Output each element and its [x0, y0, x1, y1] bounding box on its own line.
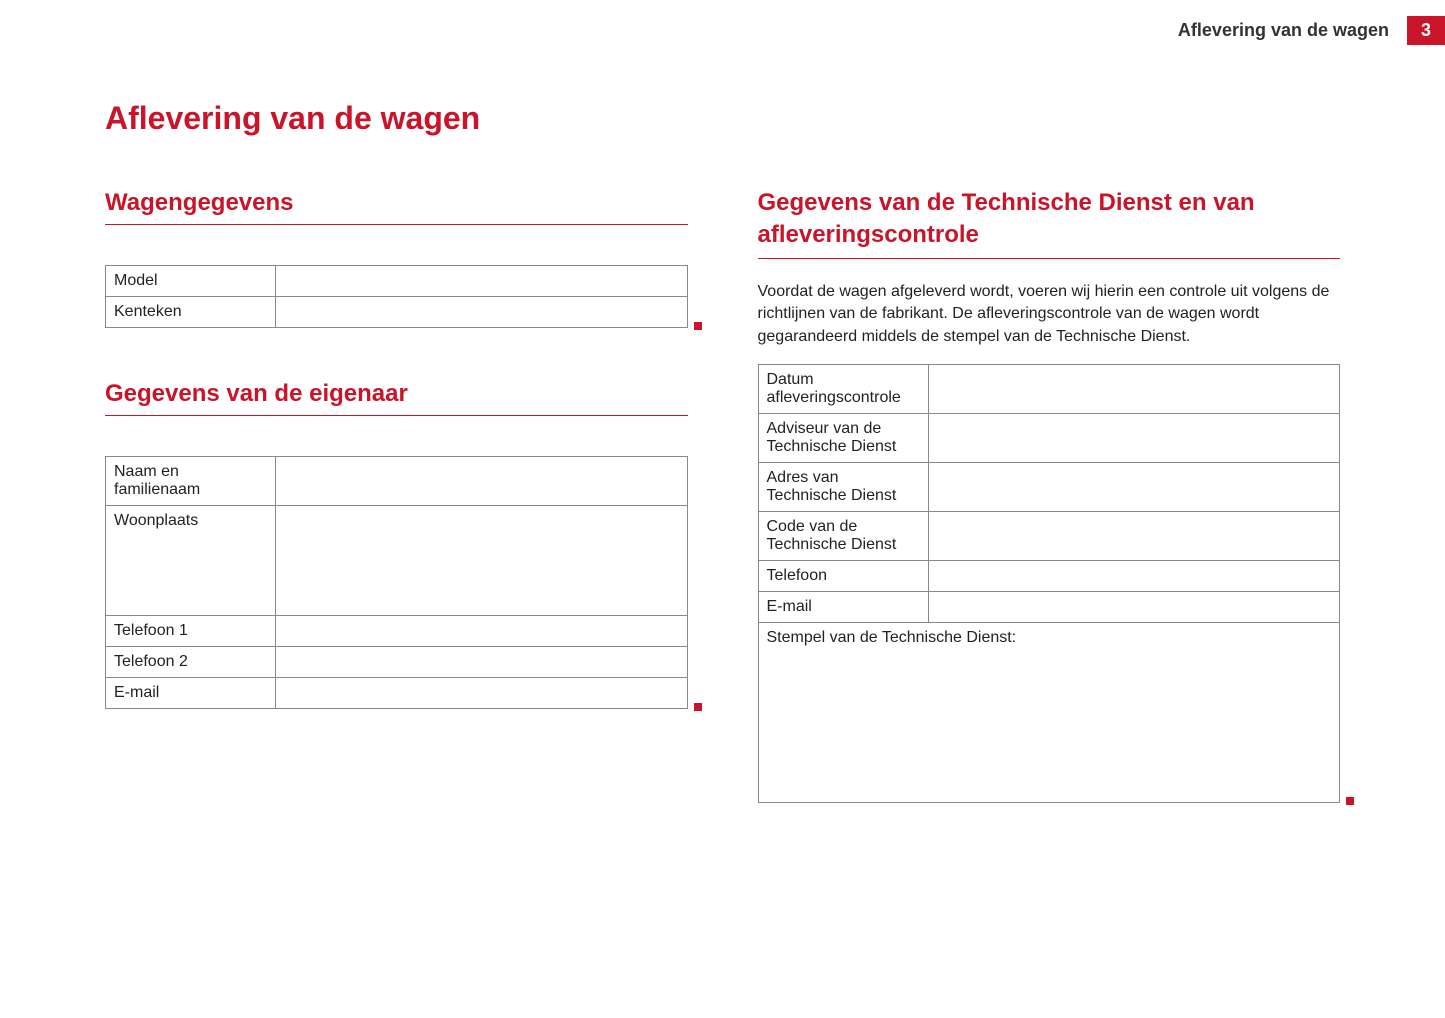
table-row: Telefoon 2: [106, 647, 688, 678]
technical-service-table: Datum afleveringscontrole Adviseur van d…: [758, 364, 1341, 803]
field-value: [276, 647, 688, 678]
field-label: Adres van Technische Dienst: [758, 462, 928, 511]
table-row: Naam en familienaam: [106, 457, 688, 506]
vehicle-data-table: Model Kenteken: [105, 265, 688, 328]
right-column: Gegevens van de Technische Dienst en van…: [758, 187, 1341, 807]
field-label: Naam en familienaam: [106, 457, 276, 506]
table-row: Model: [106, 266, 688, 297]
field-label: Model: [106, 266, 276, 297]
field-label: Woonplaats: [106, 506, 276, 616]
intro-paragraph: Voordat de wagen afgeleverd wordt, voere…: [758, 281, 1341, 348]
field-value: [928, 364, 1340, 413]
section-end-marker-icon: [1346, 797, 1354, 805]
field-label: Telefoon 1: [106, 616, 276, 647]
owner-data-table-wrap: Naam en familienaam Woonplaats Telefoon …: [105, 456, 688, 709]
field-label: Adviseur van de Technische Dienst: [758, 413, 928, 462]
table-row: Telefoon: [758, 560, 1340, 591]
field-value: [276, 678, 688, 709]
technical-service-heading: Gegevens van de Technische Dienst en van…: [758, 187, 1341, 259]
table-row: Code van de Technische Dienst: [758, 511, 1340, 560]
table-row: Adres van Technische Dienst: [758, 462, 1340, 511]
section-end-marker-icon: [694, 322, 702, 330]
owner-data-table: Naam en familienaam Woonplaats Telefoon …: [105, 456, 688, 709]
table-row: Woonplaats: [106, 506, 688, 616]
field-value: [928, 591, 1340, 622]
page-title: Aflevering van de wagen: [105, 100, 1340, 137]
field-value: [276, 266, 688, 297]
table-row: Kenteken: [106, 297, 688, 328]
field-label: Code van de Technische Dienst: [758, 511, 928, 560]
two-column-layout: Wagengegevens Model Kenteken Gegevens va…: [105, 187, 1340, 807]
field-value: [928, 462, 1340, 511]
stamp-cell: Stempel van de Technische Dienst:: [758, 622, 1340, 802]
field-value: [276, 297, 688, 328]
owner-data-heading: Gegevens van de eigenaar: [105, 378, 688, 416]
field-label: Kenteken: [106, 297, 276, 328]
field-value: [276, 616, 688, 647]
page-header: Aflevering van de wagen 3: [1178, 16, 1445, 45]
field-label: Telefoon 2: [106, 647, 276, 678]
technical-service-table-wrap: Datum afleveringscontrole Adviseur van d…: [758, 364, 1341, 803]
vehicle-data-heading: Wagengegevens: [105, 187, 688, 225]
page-content: Aflevering van de wagen Wagengegevens Mo…: [105, 100, 1340, 807]
table-row: E-mail: [758, 591, 1340, 622]
vehicle-data-table-wrap: Model Kenteken: [105, 265, 688, 328]
field-label: E-mail: [758, 591, 928, 622]
field-label: E-mail: [106, 678, 276, 709]
section-end-marker-icon: [694, 703, 702, 711]
field-value: [928, 511, 1340, 560]
field-value: [276, 506, 688, 616]
table-row: E-mail: [106, 678, 688, 709]
field-value: [276, 457, 688, 506]
field-label: Telefoon: [758, 560, 928, 591]
field-label: Datum afleveringscontrole: [758, 364, 928, 413]
field-value: [928, 413, 1340, 462]
table-row: Datum afleveringscontrole: [758, 364, 1340, 413]
table-row: Telefoon 1: [106, 616, 688, 647]
table-row: Adviseur van de Technische Dienst: [758, 413, 1340, 462]
field-value: [928, 560, 1340, 591]
page-number-badge: 3: [1407, 16, 1445, 45]
stamp-row: Stempel van de Technische Dienst:: [758, 622, 1340, 802]
left-column: Wagengegevens Model Kenteken Gegevens va…: [105, 187, 688, 807]
header-section-label: Aflevering van de wagen: [1178, 20, 1389, 41]
